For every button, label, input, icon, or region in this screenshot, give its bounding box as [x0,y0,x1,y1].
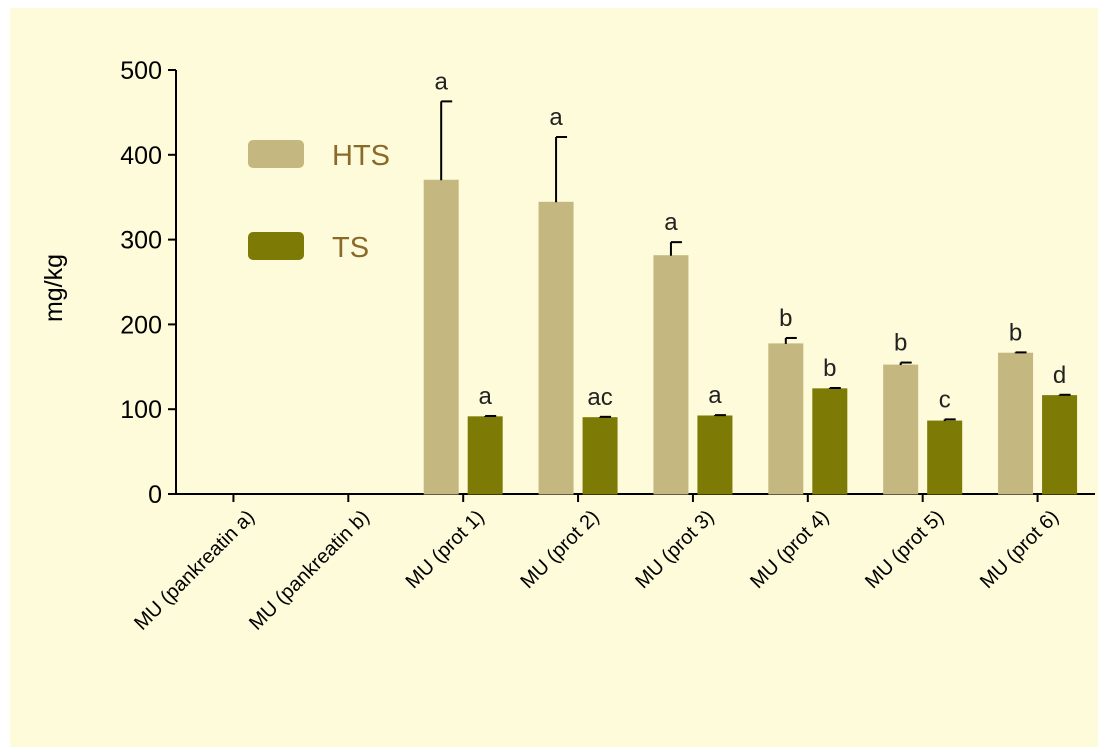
chart-panel: 0 100 200 300 400 500 MU (pankreatin a) MU (pan… [10,8,1098,747]
x-tick-label: MU (prot 2) [517,506,604,593]
bar-ts [1042,395,1078,495]
bar-ts [582,417,618,495]
legend: HTS TS [248,140,390,264]
y-tick-label: 100 [120,396,162,424]
significance-label: a [479,383,493,410]
significance-label: ac [587,384,612,411]
bar-ts [812,388,848,495]
significance-label: a [708,382,722,409]
significance-label: d [1053,362,1066,389]
bar-hts [883,364,919,495]
significance-label: b [894,330,907,357]
y-tick-label: 300 [120,227,162,255]
y-axis-label: mg/kg [40,254,68,322]
legend-label-hts: HTS [332,140,390,172]
x-tick-label: MU (prot 6) [976,506,1063,593]
legend-label-ts: TS [332,232,369,264]
x-tick-label: MU (pankreatin b) [245,506,374,635]
significance-label: b [1009,319,1022,346]
significance-label: b [779,305,792,332]
bar-ts [697,415,733,495]
significance-label: a [549,104,563,131]
significance-label: b [823,355,836,382]
x-tick-label: MU (prot 4) [746,506,833,593]
bar-chart: 0 100 200 300 400 500 MU (pankreatin a)MU (pan… [40,57,1095,635]
significance-label: a [664,209,678,236]
x-tick-label: MU (pankreatin a) [130,506,259,635]
bars: a a a b b b a ac a b c d [423,68,1078,495]
bar-hts [538,201,574,495]
bar-ts [927,420,963,495]
bar-hts [653,255,689,495]
y-tick-label: 500 [120,57,162,85]
bar-hts [998,352,1034,495]
bar-ts [467,416,503,495]
bar-hts [768,343,804,495]
y-tick-label: 400 [120,142,162,170]
x-tick-label: MU (prot 5) [861,506,948,593]
legend-swatch-ts [248,232,304,260]
x-tick-label: MU (prot 3) [631,506,718,593]
significance-label: c [939,386,951,413]
y-tick-label: 0 [148,481,162,509]
significance-label: a [435,68,449,95]
bar-hts [423,179,459,495]
y-tick-label: 200 [120,311,162,339]
legend-swatch-hts [248,140,304,168]
x-tick-label: MU (prot 1) [402,506,489,593]
